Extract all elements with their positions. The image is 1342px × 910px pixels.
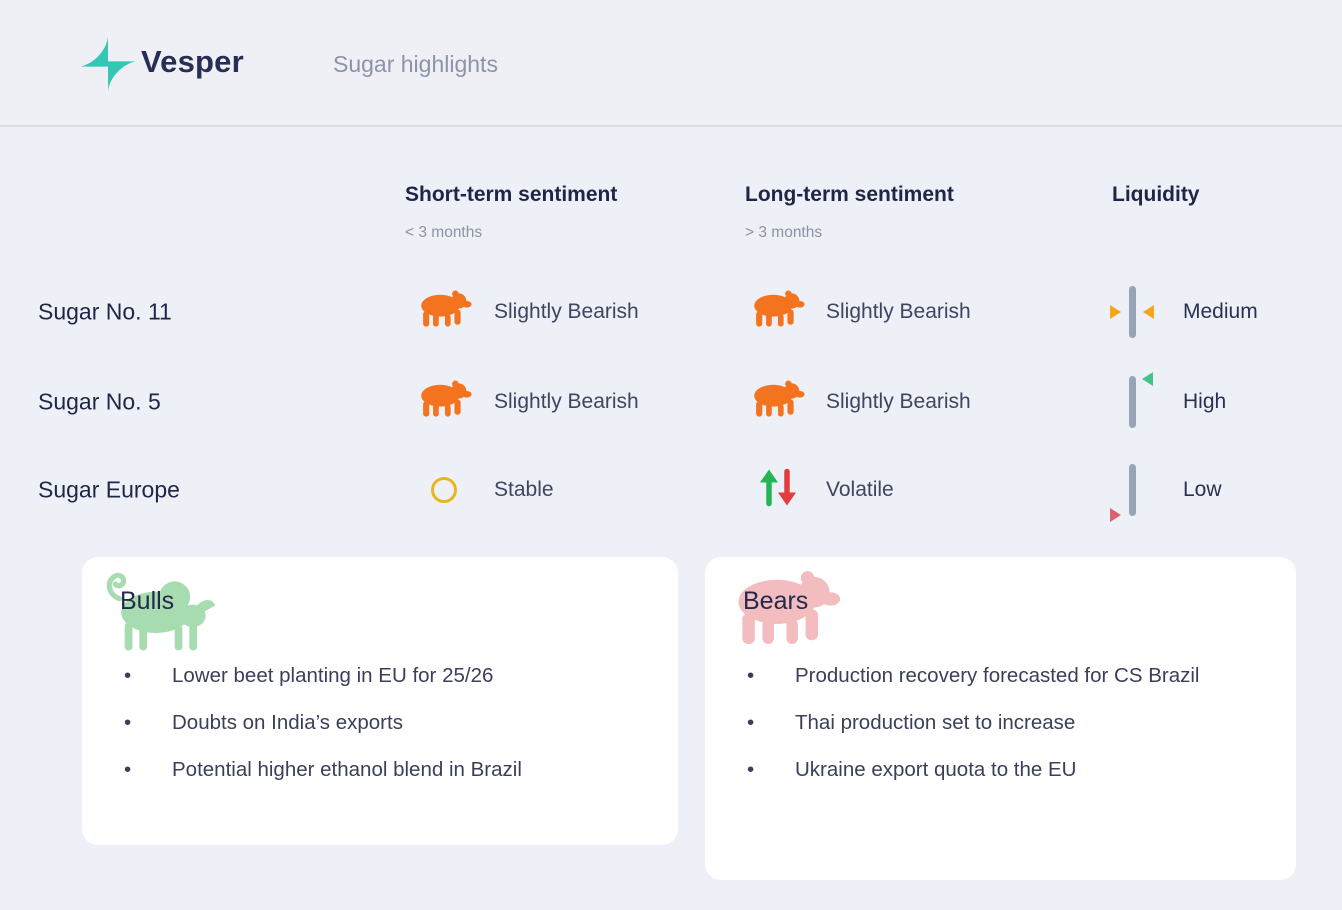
liquidity-high-gauge-icon <box>1108 372 1156 431</box>
long-term-sentiment-value: Slightly Bearish <box>826 390 971 413</box>
bulls-card: Bulls Lower beet planting in EU for 25/2… <box>82 557 678 845</box>
brand-name: Vesper <box>141 44 244 79</box>
short-term-sentiment-value: Slightly Bearish <box>494 390 639 413</box>
row-label-sugar-no-11: Sugar No. 11 <box>38 298 172 325</box>
long-term-sentiment-value: Slightly Bearish <box>826 300 971 323</box>
column-header-short-term: Short-term sentiment <box>405 183 618 206</box>
liquidity-value: High <box>1183 390 1227 413</box>
column-header-long-term: Long-term sentiment <box>745 183 954 206</box>
bear-icon <box>748 290 806 334</box>
bears-card-title: Bears <box>743 587 809 615</box>
app-header: Vesper Sugar highlights <box>0 0 1342 127</box>
liquidity-value: Low <box>1183 478 1222 501</box>
short-term-sentiment-value: Slightly Bearish <box>494 300 639 323</box>
liquidity-value: Medium <box>1183 300 1258 323</box>
list-item: Lower beet planting in EU for 25/26 <box>124 661 648 690</box>
bear-icon <box>415 290 473 334</box>
vesper-logo-icon <box>80 36 136 92</box>
bear-icon <box>727 571 842 653</box>
stable-circle-icon <box>431 477 457 503</box>
bear-icon <box>415 380 473 424</box>
long-term-sentiment-value: Volatile <box>826 478 894 501</box>
table-row: Sugar No. 11 Slightly Bearish Slightly B… <box>0 279 1342 345</box>
row-label-sugar-no-5: Sugar No. 5 <box>38 388 161 415</box>
column-subheader-short-term: < 3 months <box>405 224 483 241</box>
bulls-list: Lower beet planting in EU for 25/26 Doub… <box>82 557 678 784</box>
page-title: Sugar highlights <box>333 51 498 77</box>
list-item: Ukraine export quota to the EU <box>747 755 1266 784</box>
bears-card: Bears Production recovery forecasted for… <box>705 557 1296 880</box>
table-row: Sugar Europe Stable Volatile Low <box>0 457 1342 523</box>
liquidity-low-gauge-icon <box>1108 461 1156 522</box>
list-item: Potential higher ethanol blend in Brazil <box>124 755 648 784</box>
short-term-sentiment-value: Stable <box>494 478 554 501</box>
column-header-liquidity: Liquidity <box>1112 183 1200 206</box>
bear-icon <box>748 380 806 424</box>
bulls-card-title: Bulls <box>120 587 175 615</box>
list-item: Production recovery forecasted for CS Br… <box>747 661 1266 690</box>
volatile-arrows-icon <box>753 466 803 515</box>
list-item: Thai production set to increase <box>747 708 1266 737</box>
row-label-sugar-europe: Sugar Europe <box>38 476 180 503</box>
list-item: Doubts on India’s exports <box>124 708 648 737</box>
bull-icon <box>104 571 216 658</box>
liquidity-medium-gauge-icon <box>1108 283 1156 341</box>
bears-list: Production recovery forecasted for CS Br… <box>705 557 1296 784</box>
table-row: Sugar No. 5 Slightly Bearish Slightly Be… <box>0 369 1342 435</box>
column-subheader-long-term: > 3 months <box>745 224 823 241</box>
